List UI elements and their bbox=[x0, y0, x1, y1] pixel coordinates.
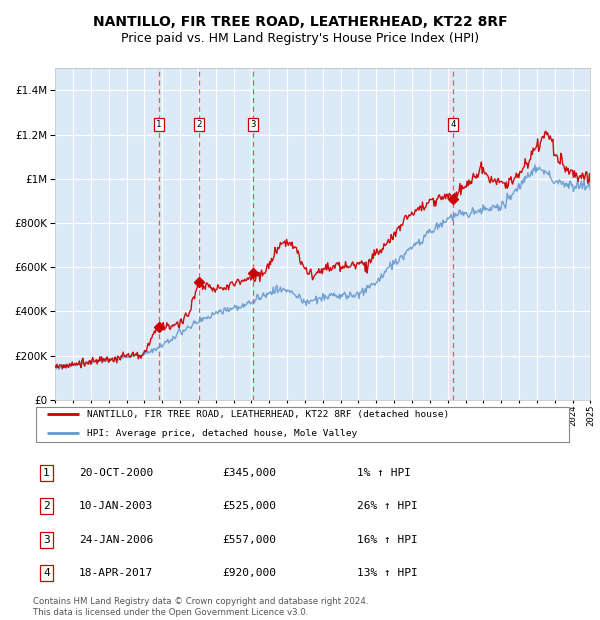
Text: Contains HM Land Registry data © Crown copyright and database right 2024.
This d: Contains HM Land Registry data © Crown c… bbox=[33, 598, 368, 617]
Text: 4: 4 bbox=[43, 569, 50, 578]
Text: 1% ↑ HPI: 1% ↑ HPI bbox=[357, 468, 411, 478]
Text: 1: 1 bbox=[43, 468, 50, 478]
Text: £920,000: £920,000 bbox=[222, 569, 276, 578]
Text: 2: 2 bbox=[196, 120, 202, 129]
Text: NANTILLO, FIR TREE ROAD, LEATHERHEAD, KT22 8RF: NANTILLO, FIR TREE ROAD, LEATHERHEAD, KT… bbox=[92, 16, 508, 30]
Text: 16% ↑ HPI: 16% ↑ HPI bbox=[357, 535, 418, 545]
Text: 20-OCT-2000: 20-OCT-2000 bbox=[79, 468, 153, 478]
Text: 10-JAN-2003: 10-JAN-2003 bbox=[79, 502, 153, 512]
Text: 2: 2 bbox=[43, 502, 50, 512]
Text: 18-APR-2017: 18-APR-2017 bbox=[79, 569, 153, 578]
FancyBboxPatch shape bbox=[36, 407, 569, 441]
Text: 1: 1 bbox=[156, 120, 161, 129]
Text: NANTILLO, FIR TREE ROAD, LEATHERHEAD, KT22 8RF (detached house): NANTILLO, FIR TREE ROAD, LEATHERHEAD, KT… bbox=[87, 410, 449, 419]
Text: £525,000: £525,000 bbox=[222, 502, 276, 512]
Text: HPI: Average price, detached house, Mole Valley: HPI: Average price, detached house, Mole… bbox=[87, 428, 357, 438]
Text: £557,000: £557,000 bbox=[222, 535, 276, 545]
Text: 3: 3 bbox=[250, 120, 256, 129]
Text: 13% ↑ HPI: 13% ↑ HPI bbox=[357, 569, 418, 578]
Text: 4: 4 bbox=[451, 120, 456, 129]
Text: Price paid vs. HM Land Registry's House Price Index (HPI): Price paid vs. HM Land Registry's House … bbox=[121, 32, 479, 45]
Text: £345,000: £345,000 bbox=[222, 468, 276, 478]
Text: 3: 3 bbox=[43, 535, 50, 545]
Text: 26% ↑ HPI: 26% ↑ HPI bbox=[357, 502, 418, 512]
Text: 24-JAN-2006: 24-JAN-2006 bbox=[79, 535, 153, 545]
